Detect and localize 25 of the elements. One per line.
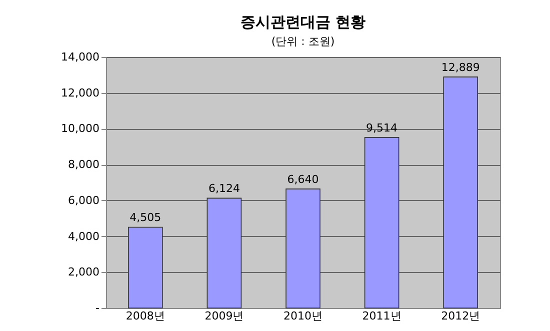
data-label: 9,514 [366,121,398,134]
x-tick-label: 2012년 [441,310,480,322]
x-tick-label: 2010년 [284,310,322,322]
data-label: 4,505 [130,211,162,224]
y-tick-label: - [96,302,100,314]
y-tick-label: 8,000 [68,158,100,172]
data-label: 12,889 [441,60,480,74]
y-tick-label: 6,000 [68,194,100,207]
y-tick-label: 2,000 [68,266,100,279]
y-tick-label: 4,000 [68,230,100,243]
bar [286,188,320,308]
bar [128,226,163,308]
x-tick-label: 2008년 [126,310,165,322]
y-tick-label: 12,000 [61,86,100,100]
text: (단위 : 조원) [271,35,335,48]
y-tick-label: 14,000 [61,50,100,64]
x-tick-label: 2009년 [204,310,244,322]
data-label: 6,124 [208,182,240,196]
data-label: 6,640 [287,172,319,186]
x-tick-label: 2011년 [362,310,402,322]
chart-title: 증시관련대금 현황 [240,13,366,31]
bar [364,137,400,308]
y-tick-label: 10,000 [61,122,100,136]
bar [206,198,242,308]
bar [443,76,478,308]
